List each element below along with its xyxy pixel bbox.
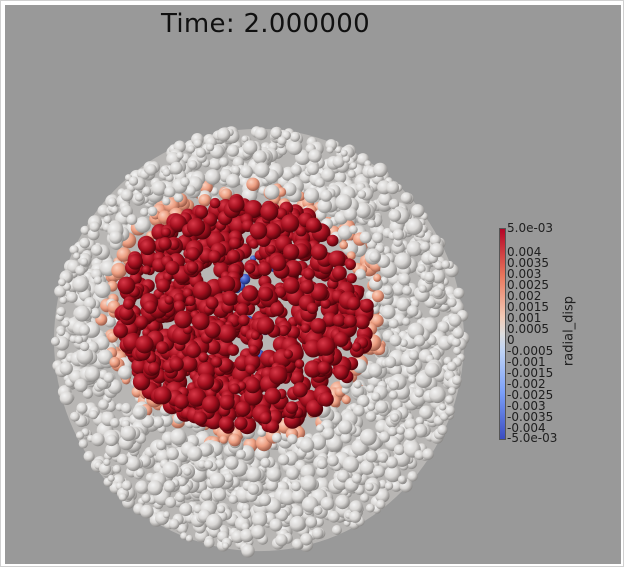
colorbar-title: radial_disp [561, 295, 577, 367]
colorbar [499, 228, 506, 440]
colorbar-tick-label: -0.001 [507, 355, 546, 369]
colorbar-tick-label: -0.0025 [507, 388, 554, 402]
colorbar-tick-label: -0.0005 [507, 344, 554, 358]
colorbar-tick-label: 0.004 [507, 245, 542, 259]
colorbar-tick-label: 0.0035 [507, 256, 549, 270]
colorbar-tick-label: 0.0025 [507, 278, 549, 292]
colorbar-tick-label: -0.0015 [507, 366, 554, 380]
render-viewport[interactable]: Time: 2.000000 5.0e-03 0.004 0.0035 0.003 0… [5, 5, 621, 564]
colorbar-tick-label: -0.0035 [507, 410, 554, 424]
colorbar-tick-label: 0.0005 [507, 322, 549, 336]
colorbar-tick-label: -0.003 [507, 399, 546, 413]
colorbar-min-label: -5.0e-03 [507, 431, 558, 445]
colorbar-tick-label: 0.001 [507, 311, 542, 325]
colorbar-tick-label: 0.003 [507, 267, 542, 281]
colorbar-tick-label: 0 [507, 333, 515, 347]
particle-sphere [50, 126, 470, 558]
time-label: Time: 2.000000 [161, 9, 370, 39]
colorbar-tick-label: 0.002 [507, 289, 542, 303]
colorbar-tick-label: 0.0015 [507, 300, 549, 314]
colorbar-max-label: 5.0e-03 [507, 221, 554, 235]
colorbar-tick-label: -0.004 [507, 421, 546, 435]
colorbar-tick-label: -0.002 [507, 377, 546, 391]
